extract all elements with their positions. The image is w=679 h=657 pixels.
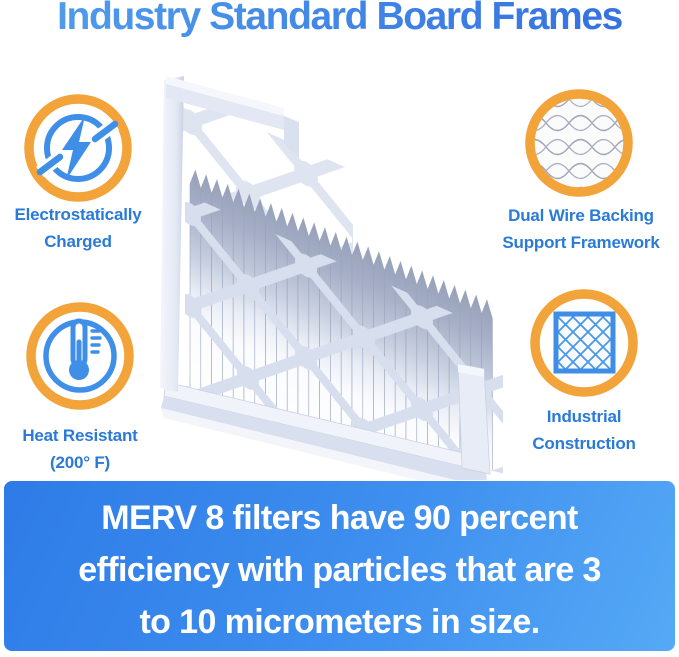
feature-label-line2: Construction (532, 434, 636, 453)
filter-left-frame-bar (160, 76, 184, 392)
feature-label-line2: Support Framework (502, 233, 660, 252)
banner-line-2: efficiency with particles that are 3 (78, 551, 601, 589)
feature-label-line1: Industrial (546, 407, 622, 426)
feature-label-wire-backing: Dual Wire Backing Support Framework (487, 202, 675, 256)
feature-label-industrial: Industrial Construction (506, 403, 662, 457)
filter-right-cap-top (458, 364, 484, 377)
feature-label-electrostatic: Electrostatically Charged (0, 201, 161, 255)
feature-label-line2: (200° F) (50, 453, 110, 472)
banner-line-1: MERV 8 filters have 90 percent (101, 499, 578, 537)
feature-label-line1: Heat Resistant (22, 426, 138, 445)
filter-back-lattice (175, 91, 353, 270)
banner-line-3: to 10 micrometers in size. (139, 603, 540, 641)
filter-top-flange-top (166, 76, 284, 116)
filter-top-flange-fold (284, 116, 299, 158)
thermometer-icon (26, 302, 134, 410)
feature-label-line1: Electrostatically (14, 205, 142, 224)
filter-bottom-frame-front (161, 396, 487, 480)
lattice-square-icon (530, 289, 638, 397)
feature-label-line1: Dual Wire Backing (508, 206, 654, 225)
filter-top-flange-front (166, 84, 284, 130)
caption-banner: MERV 8 filters have 90 percent efficienc… (4, 481, 675, 651)
air-filter-product-image (160, 76, 503, 480)
lightning-icon (24, 94, 132, 202)
feature-label-heat: Heat Resistant (200° F) (2, 422, 158, 476)
wire-mesh-icon (525, 89, 633, 197)
page-title: Industry Standard Board Frames (0, 0, 679, 41)
feature-label-line2: Charged (44, 232, 112, 251)
